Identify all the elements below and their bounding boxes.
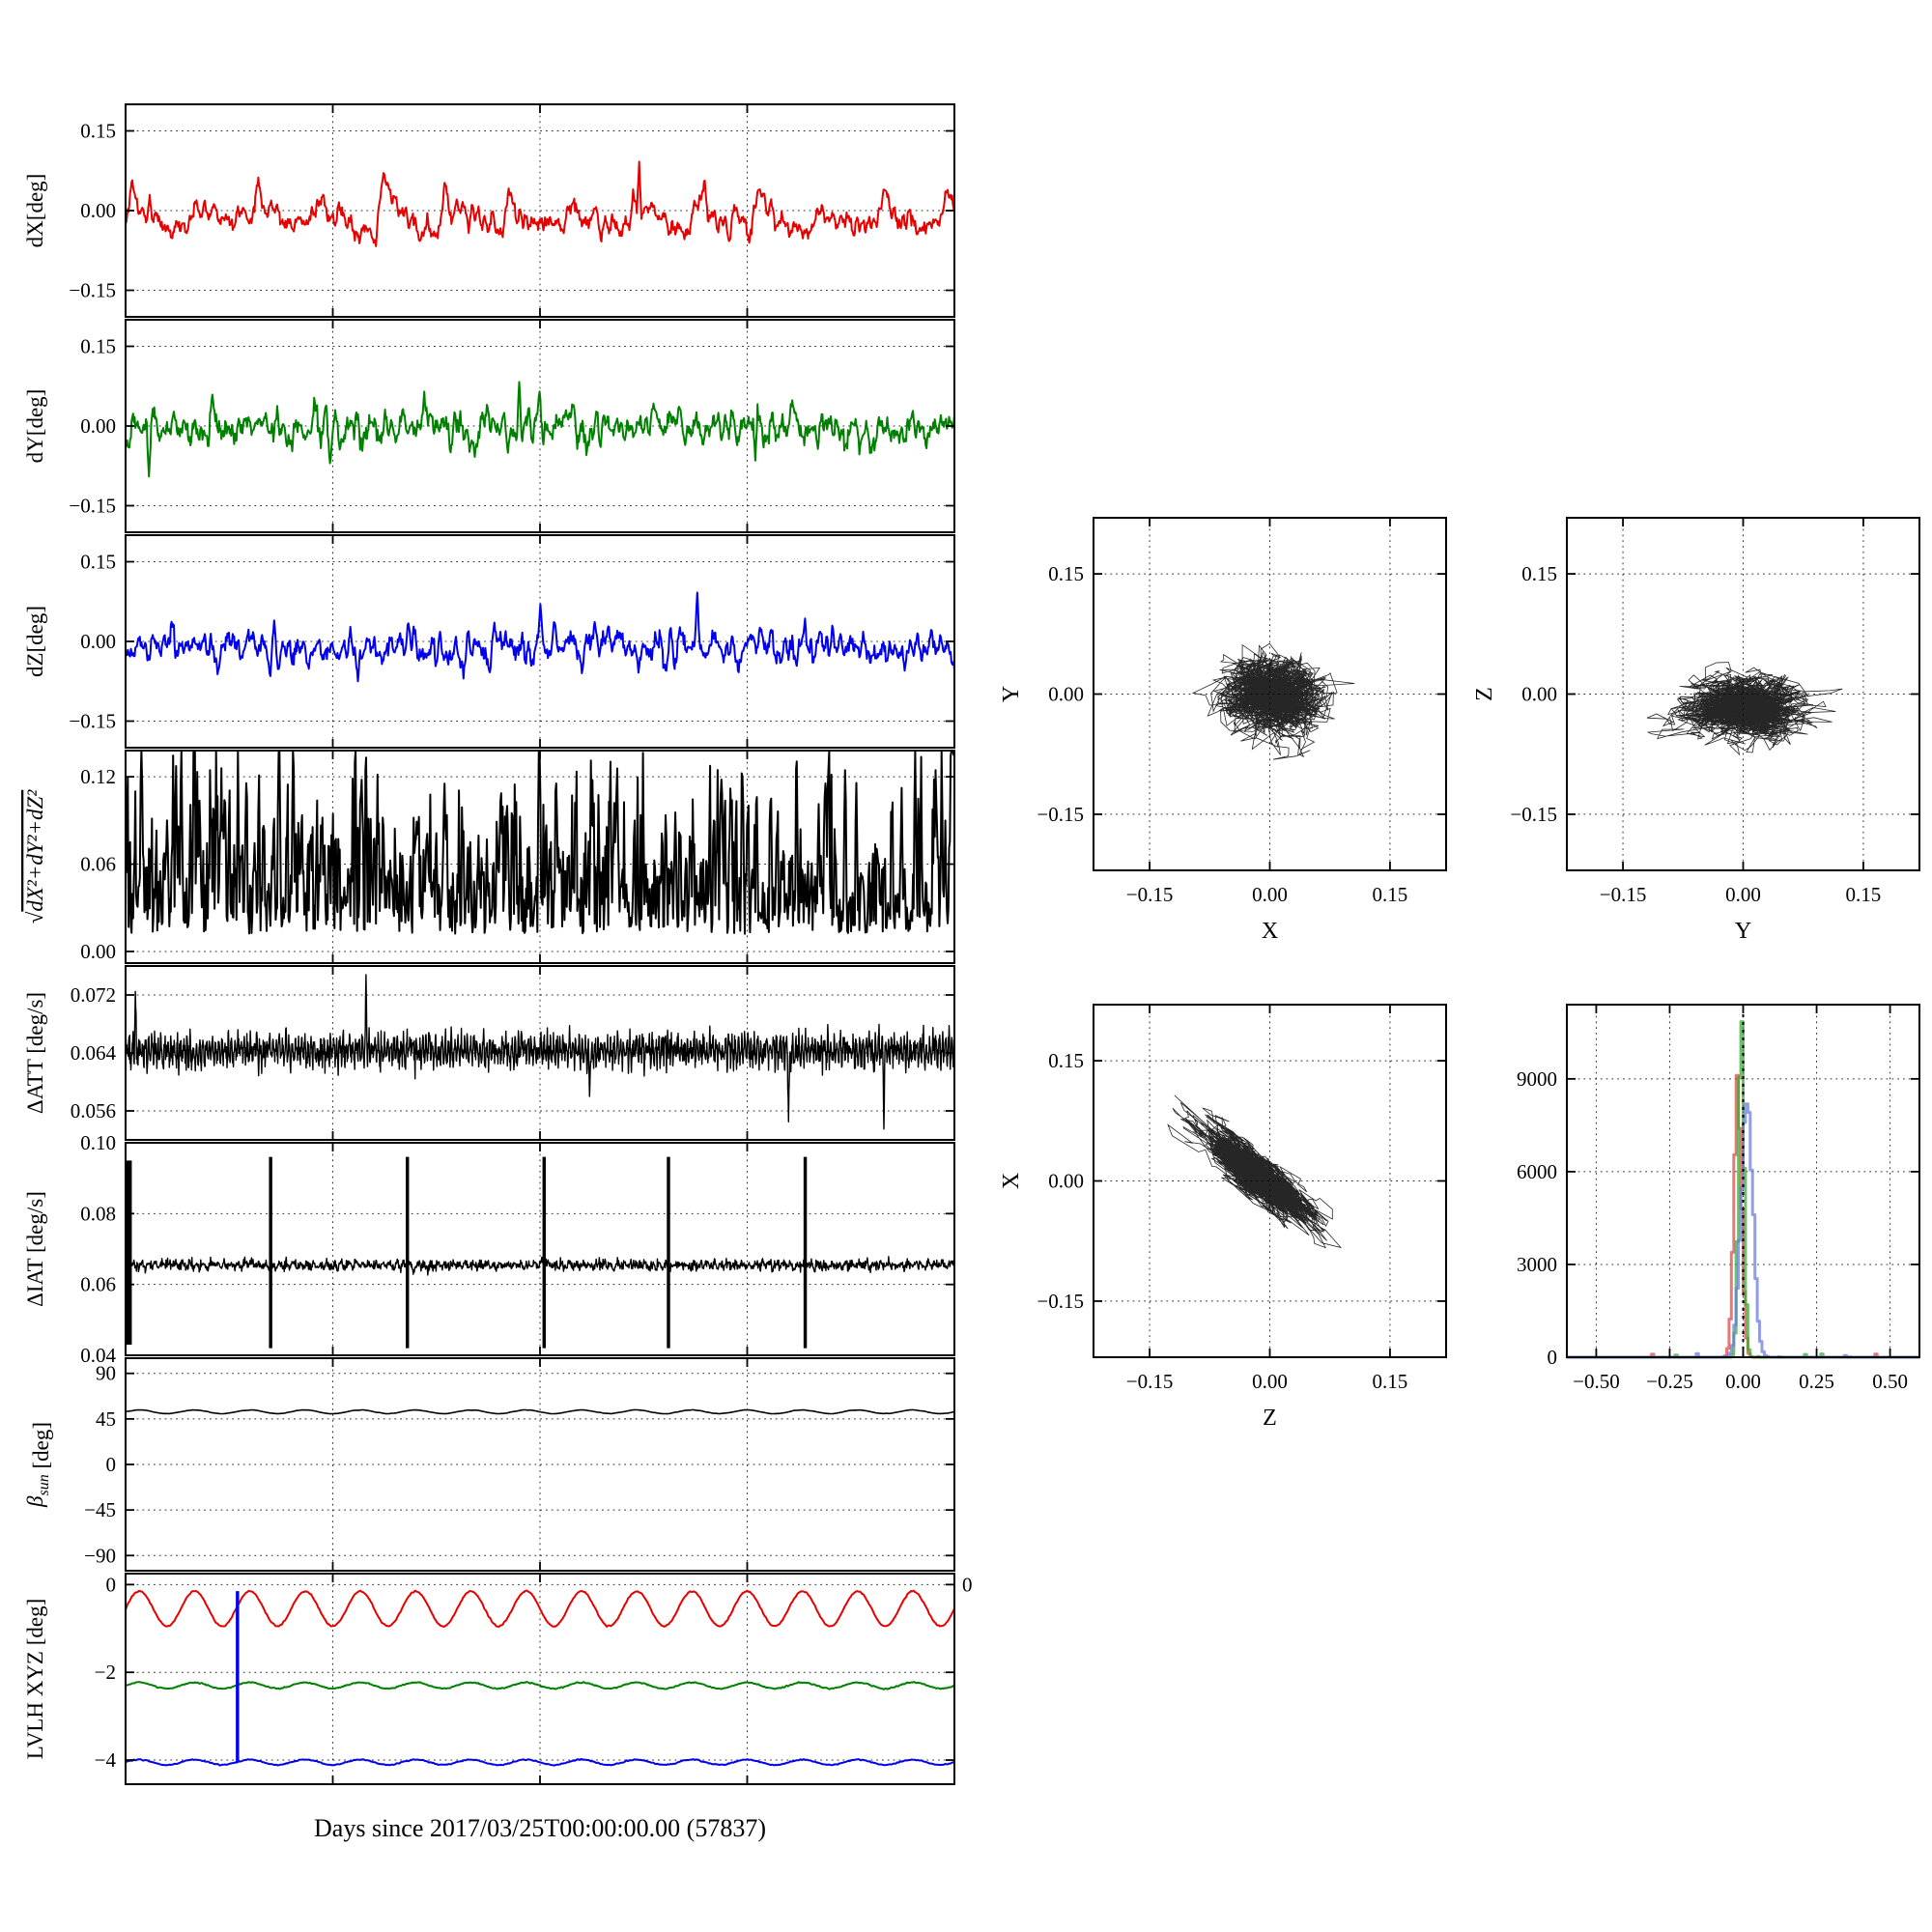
y-tick-label: 0.00 (80, 940, 116, 963)
y-tick-label: 0.056 (71, 1099, 116, 1122)
x-tick-label: 0.25 (1799, 1370, 1834, 1393)
x-tick-label: 0.00 (1252, 883, 1288, 906)
y-tick-label: 0.15 (80, 120, 116, 143)
panel-dIAT: 0.10 0.08 0.06 0.04 ΔIAT [deg/s] (23, 1131, 955, 1367)
panel-mag: 0.12 0.06 0.00 √dX²+dY²+dZ² (23, 750, 955, 964)
panel-scatterYX: −0.15 −0.15 0.00 0.00 0.15 0.15 Y X (999, 517, 1447, 944)
y-tick-label: 0.06 (80, 1273, 116, 1296)
y-axis-label: βsun [deg] (23, 1422, 53, 1508)
y-tick-label: 0.15 (1048, 1049, 1084, 1072)
y-tick-label: −4 (95, 1748, 117, 1772)
x-tick-label: 0.00 (1252, 1370, 1288, 1393)
y-axis-label: ΔIAT [deg/s] (23, 1191, 47, 1307)
y-tick-label: −0.15 (1510, 803, 1557, 826)
y-tick-label: 0.00 (1048, 1170, 1084, 1193)
y-tick-label: −90 (84, 1544, 116, 1567)
x-tick-label: −0.50 (1573, 1370, 1620, 1393)
y-tick-label: −0.15 (69, 279, 116, 302)
y-tick-label: −0.15 (1037, 803, 1084, 826)
y-tick-label: 0.10 (80, 1131, 116, 1154)
x-tick-label: −0.15 (1600, 883, 1647, 906)
y-tick-label: 0.15 (80, 335, 116, 358)
panel-dZ: 0.15 0.00 −0.15 dZ[deg] (23, 534, 955, 749)
panel-scatterZY: −0.15 −0.15 0.00 0.00 0.15 0.15 Z Y (1472, 517, 1920, 944)
x-axis-label: Days since 2017/03/25T00:00:00.00 (57837… (314, 1814, 766, 1842)
y-tick-label: 0 (106, 1573, 117, 1596)
panel-dY: 0.15 0.00 −0.15 dY[deg] (23, 319, 955, 533)
x-tick-label: −0.15 (1126, 883, 1174, 906)
y-axis-label: ΔATT [deg/s] (23, 992, 47, 1114)
y-axis-label: LVLH XYZ [deg] (23, 1599, 47, 1760)
y-axis-label: √dX²+dY²+dZ² (23, 789, 47, 924)
y-tick-label: 0.15 (80, 551, 116, 574)
y-tick-label: 9000 (1517, 1067, 1557, 1091)
y-tick-label: 0.06 (80, 853, 116, 876)
y-tick-label: 0.15 (1521, 562, 1557, 585)
y-tick-label: 0 (1548, 1346, 1558, 1369)
y-tick-label: 45 (96, 1407, 116, 1431)
y-tick-label: −0.15 (69, 495, 116, 518)
x-tick-label: −0.15 (1126, 1370, 1174, 1393)
y-tick-label: −45 (84, 1498, 116, 1521)
y-tick-label: 0.064 (71, 1041, 117, 1065)
panel-dX: 0.15 0.00 −0.15 dX[deg] (23, 103, 955, 318)
y-axis-label: Z (1472, 687, 1497, 701)
x-tick-label: 0.00 (1725, 883, 1761, 906)
y-axis-label: Y (999, 686, 1024, 702)
y-tick-label: 0.12 (80, 765, 116, 788)
x-tick-label: 0.00 (1725, 1370, 1761, 1393)
x-tick-label: −0.25 (1646, 1370, 1693, 1393)
y-tick-label: −2 (95, 1661, 116, 1684)
panel-lvlh: 0 −2 −4 0 LVLH XYZ [deg] (23, 1573, 973, 1785)
x-tick-label: 0.15 (1846, 883, 1882, 906)
y-tick-label: 0.08 (80, 1202, 116, 1225)
y-axis-label: dY[deg] (23, 389, 47, 464)
x-axis-label: Z (1263, 1406, 1277, 1431)
y-axis-label: dZ[deg] (23, 606, 47, 677)
y-tick-label: 0.00 (1048, 683, 1084, 706)
y-tick-label: −0.15 (1037, 1290, 1084, 1313)
y-tick-label: 0.00 (80, 630, 116, 653)
y-axis-label: dX[deg] (23, 174, 47, 248)
panel-scatterXZ: −0.15 −0.15 0.00 0.00 0.15 0.15 X Z (999, 1004, 1447, 1431)
y-tick-label: 0.00 (80, 199, 116, 222)
y-tick-label: 6000 (1517, 1160, 1557, 1183)
panel-beta: 90 45 0 −45 −90 βsun [deg] (23, 1357, 955, 1572)
y-tick-label: 0.04 (80, 1344, 116, 1367)
panel-dATT: 0.072 0.064 0.056 ΔATT [deg/s] (23, 965, 955, 1141)
panel-hist: 9000 6000 3000 0 −0.50 −0.25 0.00 0.25 0.50 (1517, 1004, 1920, 1393)
y-tick-label: 0.00 (80, 414, 116, 438)
y-tick-label: 0.00 (1521, 683, 1557, 706)
y-tick-label: 0.072 (71, 983, 116, 1007)
x-axis-label: X (1262, 919, 1278, 944)
y-tick-label: −0.15 (69, 710, 116, 733)
y-tick-label: 0 (106, 1453, 117, 1476)
x-axis-label: Y (1735, 919, 1751, 944)
y-tick-label: 3000 (1517, 1253, 1557, 1276)
x-tick-label: 0.50 (1872, 1370, 1908, 1393)
x-tick-label: 0.15 (1373, 883, 1408, 906)
right-zero-tick-label: 0 (962, 1573, 973, 1596)
y-tick-label: 90 (96, 1362, 116, 1385)
y-axis-label: X (999, 1173, 1024, 1189)
x-tick-label: 0.15 (1373, 1370, 1408, 1393)
y-tick-label: 0.15 (1048, 562, 1084, 585)
